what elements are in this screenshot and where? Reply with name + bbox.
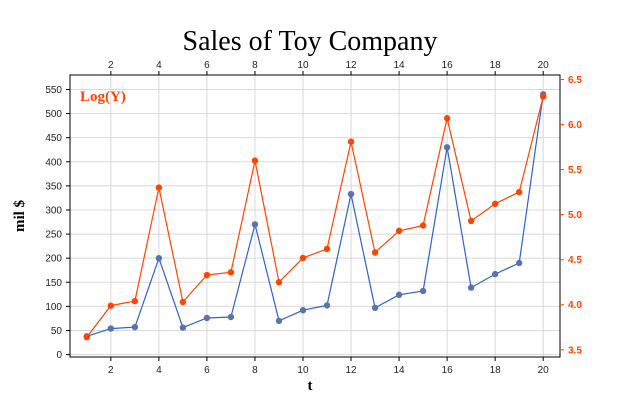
- chart-title: Sales of Toy Company: [183, 26, 438, 57]
- x-tick-label: 4: [156, 365, 162, 376]
- sales-point: [323, 302, 331, 309]
- y-tick-label: 250: [45, 230, 62, 241]
- log-sales-point: [371, 249, 379, 256]
- log-sales-point: [83, 333, 91, 341]
- sales-point: [107, 325, 115, 332]
- x-tick-label: 18: [490, 365, 502, 376]
- sales-point: [203, 314, 211, 322]
- x-top-tick-label: 16: [442, 60, 454, 71]
- log-sales-point: [467, 217, 475, 225]
- log-sales-line: [86, 96, 544, 338]
- log-sales-point: [539, 93, 547, 100]
- x-top-tick-label: 2: [108, 60, 114, 71]
- y2-tick-label: 3.5: [568, 345, 582, 356]
- sales-point: [467, 284, 475, 291]
- log-sales-point: [515, 188, 523, 196]
- log-sales-point: [347, 138, 355, 145]
- sales-point: [491, 270, 499, 278]
- log-sales-point: [323, 245, 331, 253]
- log-sales-point: [203, 271, 211, 279]
- sales-point: [395, 291, 403, 299]
- log-sales-point: [227, 269, 235, 276]
- x-tick-label: 20: [538, 365, 550, 376]
- x-top-tick-label: 4: [156, 60, 162, 71]
- log-sales-point: [131, 297, 139, 305]
- x-tick-label: 6: [204, 365, 210, 376]
- y2-tick-label: 5.5: [568, 165, 582, 176]
- y-tick-label: 50: [51, 326, 63, 337]
- log-sales-point: [107, 302, 115, 309]
- y-tick-label: 350: [45, 181, 62, 192]
- y-tick-label: 300: [45, 205, 62, 216]
- y-tick-label: 550: [45, 85, 62, 96]
- x-top-tick-label: 10: [297, 60, 309, 71]
- y-tick-label: 400: [45, 157, 62, 168]
- x-top-tick-label: 14: [394, 60, 406, 71]
- grid: [70, 75, 560, 357]
- x-tick-label: 14: [394, 365, 406, 376]
- sales-point: [275, 317, 283, 325]
- sales-point: [155, 254, 163, 262]
- sales-point: [299, 307, 307, 314]
- x-tick-label: 12: [345, 365, 357, 376]
- y2-tick-label: 4.0: [568, 300, 582, 311]
- log-sales-point: [299, 254, 307, 262]
- x-top-tick-label: 12: [345, 60, 357, 71]
- y2-tick-label: 4.5: [568, 255, 582, 266]
- y-tick-label: 0: [56, 350, 62, 361]
- log-sales-point: [179, 298, 187, 306]
- annotation-log-y: Log(Y): [80, 89, 126, 105]
- log-sales-point: [275, 279, 283, 286]
- series: [83, 91, 547, 341]
- x-axis-label: t: [308, 378, 313, 394]
- log-sales-point: [251, 157, 259, 164]
- log-sales-point: [155, 184, 163, 191]
- sales-point: [227, 313, 235, 321]
- y-tick-label: 200: [45, 254, 62, 265]
- log-sales-point: [395, 227, 403, 235]
- sales-line: [86, 94, 544, 337]
- y-tick-label: 500: [45, 109, 62, 120]
- x-top-tick-label: 8: [252, 60, 258, 71]
- sales-point: [131, 323, 139, 331]
- sales-point: [179, 324, 187, 331]
- log-sales-point: [491, 200, 499, 208]
- sales-point: [371, 304, 379, 312]
- sales-point: [443, 144, 451, 151]
- sales-point: [347, 190, 355, 198]
- y-tick-label: 100: [45, 302, 62, 313]
- log-sales-point: [443, 115, 451, 122]
- x-top-tick-label: 20: [538, 60, 550, 71]
- sales-point: [251, 221, 259, 228]
- log-sales-point: [419, 222, 427, 229]
- sales-point: [419, 287, 427, 295]
- y2-tick-label: 6.5: [568, 75, 582, 86]
- sales-point: [515, 259, 523, 267]
- x-tick-label: 10: [297, 365, 309, 376]
- y-tick-label: 150: [45, 278, 62, 289]
- x-top-tick-label: 6: [204, 60, 210, 71]
- y-tick-label: 450: [45, 133, 62, 144]
- x-top-tick-label: 18: [490, 60, 502, 71]
- x-tick-label: 2: [108, 365, 114, 376]
- plot-frame: [69, 74, 561, 358]
- y-axis-label: mil $: [12, 199, 28, 232]
- x-tick-label: 16: [442, 365, 454, 376]
- x-tick-label: 8: [252, 365, 258, 376]
- y2-tick-label: 5.0: [568, 210, 582, 221]
- y2-tick-label: 6.0: [568, 120, 582, 131]
- ticks: 2244668810101212141416161818202005010015…: [45, 60, 582, 376]
